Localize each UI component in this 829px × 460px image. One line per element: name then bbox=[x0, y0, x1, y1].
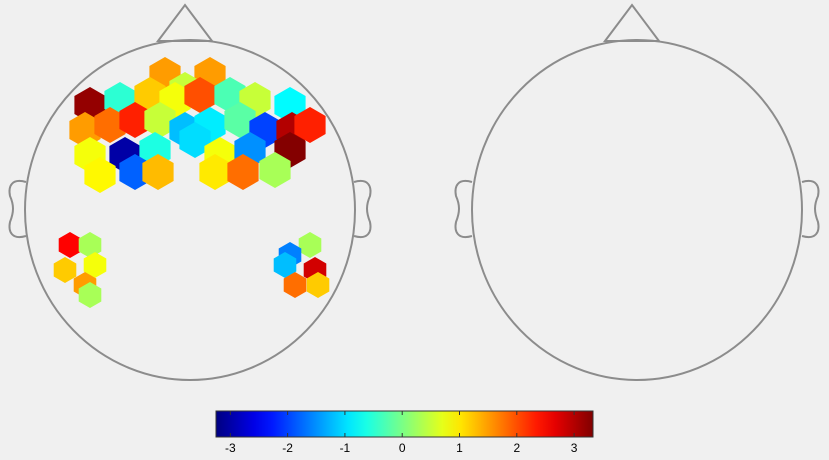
topo-patch bbox=[179, 122, 211, 158]
tick-label: 1 bbox=[456, 441, 463, 455]
head-outline bbox=[24, 39, 356, 381]
tick-label: 0 bbox=[399, 441, 406, 455]
right-head bbox=[454, 3, 820, 381]
nose bbox=[156, 3, 214, 42]
topo-patches bbox=[53, 57, 330, 308]
topo-patch bbox=[144, 102, 176, 138]
topo-patch bbox=[199, 154, 231, 190]
ear bbox=[801, 180, 820, 238]
topo-patch bbox=[94, 107, 126, 143]
topo-patch bbox=[119, 102, 151, 138]
topo-patch bbox=[78, 232, 102, 258]
left-head bbox=[8, 3, 372, 381]
topo-patch bbox=[78, 282, 102, 308]
head-outline bbox=[471, 39, 803, 381]
topo-patch bbox=[306, 272, 330, 298]
topo-patch bbox=[83, 252, 107, 278]
ear bbox=[454, 180, 473, 238]
tick-label: 2 bbox=[513, 441, 520, 455]
topo-patch bbox=[273, 252, 297, 278]
tick-label: -1 bbox=[340, 441, 351, 455]
topo-patch bbox=[283, 272, 307, 298]
topo-patch bbox=[184, 77, 216, 113]
colorbar bbox=[215, 410, 594, 438]
tick-label: 3 bbox=[571, 441, 578, 455]
topo-patch bbox=[84, 157, 116, 193]
topo-patch bbox=[259, 152, 291, 188]
nose bbox=[603, 3, 661, 42]
tick-label: -2 bbox=[282, 441, 293, 455]
topo-patch bbox=[274, 87, 306, 123]
topo-patch bbox=[298, 232, 322, 258]
tick-label: -3 bbox=[225, 441, 236, 455]
topo-patch bbox=[227, 154, 259, 190]
topo-patch bbox=[224, 102, 256, 138]
topo-patch bbox=[58, 232, 82, 258]
topo-patch bbox=[53, 257, 77, 283]
ear bbox=[8, 180, 27, 238]
topo-patch bbox=[294, 107, 326, 143]
ear bbox=[353, 180, 372, 238]
topo-patch bbox=[142, 154, 174, 190]
